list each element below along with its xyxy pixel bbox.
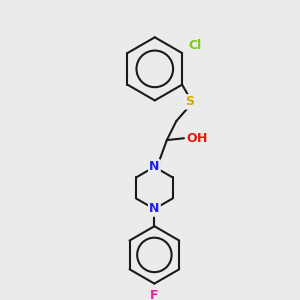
Text: H: H [197,132,207,145]
Text: F: F [150,289,159,300]
Text: N: N [149,202,160,215]
Text: Cl: Cl [188,39,201,52]
Text: S: S [185,95,194,108]
Text: N: N [149,160,160,173]
Text: O: O [186,132,197,145]
